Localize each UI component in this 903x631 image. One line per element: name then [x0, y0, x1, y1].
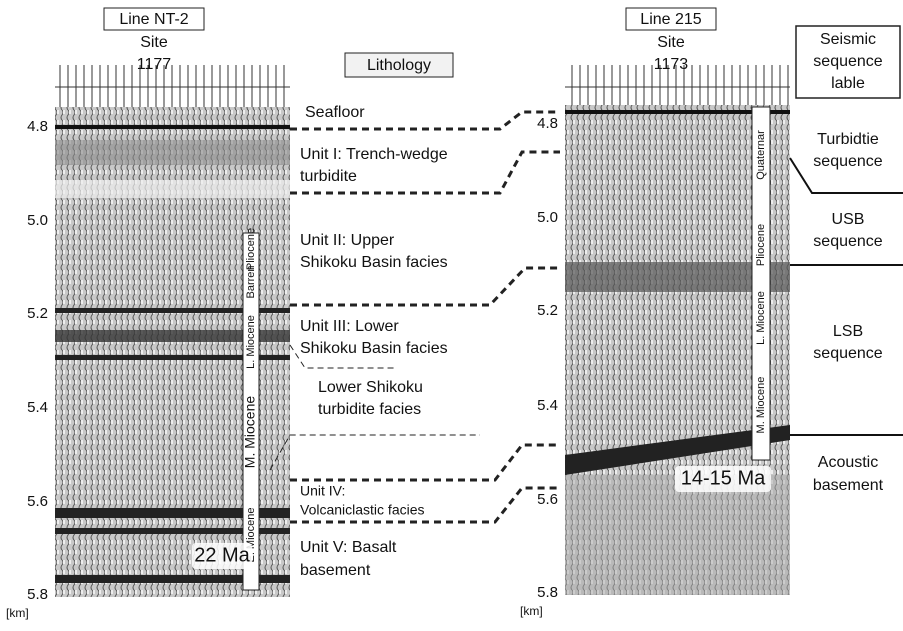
- depth-tick: 4.8: [27, 118, 48, 135]
- unit-label: Shikoku Basin facies: [300, 254, 448, 271]
- depth-tick: 5.4: [27, 399, 48, 416]
- age-label: Pliocene: [245, 228, 257, 270]
- lithology-title: Lithology: [367, 57, 431, 74]
- sequence-label: sequence: [813, 153, 882, 170]
- unit-label: Shikoku Basin facies: [300, 340, 448, 357]
- age-label: M. Miocene: [755, 377, 767, 434]
- unit-label: Unit V: Basalt: [300, 539, 397, 556]
- unit-label: turbidite facies: [318, 401, 421, 418]
- unit-label: Seafloor: [305, 104, 365, 121]
- age-marker: 14-15 Ma: [681, 467, 766, 489]
- sequence-label: sequence: [813, 233, 882, 250]
- age-label: M. Miocene: [242, 396, 258, 469]
- sequence-label: basement: [813, 477, 884, 494]
- depth-unit: [km]: [6, 606, 29, 620]
- depth-tick: 5.6: [27, 493, 48, 510]
- sequence-label: sequence: [813, 345, 882, 362]
- unit-label: Lower Shikoku: [318, 379, 423, 396]
- depth-tick: 5.8: [27, 586, 48, 603]
- age-label: L. Miocene: [245, 315, 257, 369]
- depth-tick: 4.8: [537, 115, 558, 132]
- sequence-label: USB: [832, 211, 865, 228]
- sequence-label: Turbidtie: [817, 131, 879, 148]
- depth-tick: 5.4: [537, 397, 558, 414]
- depth-unit: [km]: [520, 604, 543, 618]
- depth-tick: 5.0: [537, 209, 558, 226]
- right-depth-axis: 4.8 5.0 5.2 5.4 5.6 5.8 [km]: [520, 115, 558, 618]
- depth-tick: 5.8: [537, 584, 558, 601]
- age-label: Pliocene: [755, 224, 767, 266]
- figure: Line NT-2 Site 1177 Lithology Line 215 S…: [0, 0, 903, 631]
- section-line: Line 215: [640, 11, 701, 28]
- section-line: Line NT-2: [119, 11, 188, 28]
- depth-tick: 5.6: [537, 491, 558, 508]
- depth-tick: 5.0: [27, 212, 48, 229]
- unit-label: Unit II: Upper: [300, 232, 395, 249]
- unit-label: turbidite: [300, 168, 357, 185]
- sequence-label: LSB: [833, 323, 863, 340]
- depth-tick: 5.2: [537, 302, 558, 319]
- age-marker: 22 Ma: [194, 544, 250, 566]
- site-number: 1173: [654, 56, 689, 73]
- age-label: L. Miocene: [755, 291, 767, 345]
- age-label: Quaternar: [755, 130, 767, 180]
- left-depth-axis: 4.8 5.0 5.2 5.4 5.6 5.8 [km]: [6, 118, 48, 620]
- unit-label: Volcaniclastic facies: [300, 502, 425, 518]
- site-number: 1177: [137, 56, 172, 73]
- depth-tick: 5.2: [27, 305, 48, 322]
- sequence-title: Seismic: [820, 31, 876, 48]
- age-label: Barren: [245, 265, 257, 298]
- unit-label: Unit III: Lower: [300, 318, 399, 335]
- sequence-label: Acoustic: [818, 454, 878, 471]
- site-label: Site: [657, 34, 685, 51]
- sequence-title: lable: [831, 75, 865, 92]
- sequence-title: sequence: [813, 53, 882, 70]
- unit-label: Unit IV:: [300, 483, 345, 499]
- unit-label: Unit I: Trench-wedge: [300, 146, 448, 163]
- unit-label: basement: [300, 562, 371, 579]
- site-label: Site: [140, 34, 168, 51]
